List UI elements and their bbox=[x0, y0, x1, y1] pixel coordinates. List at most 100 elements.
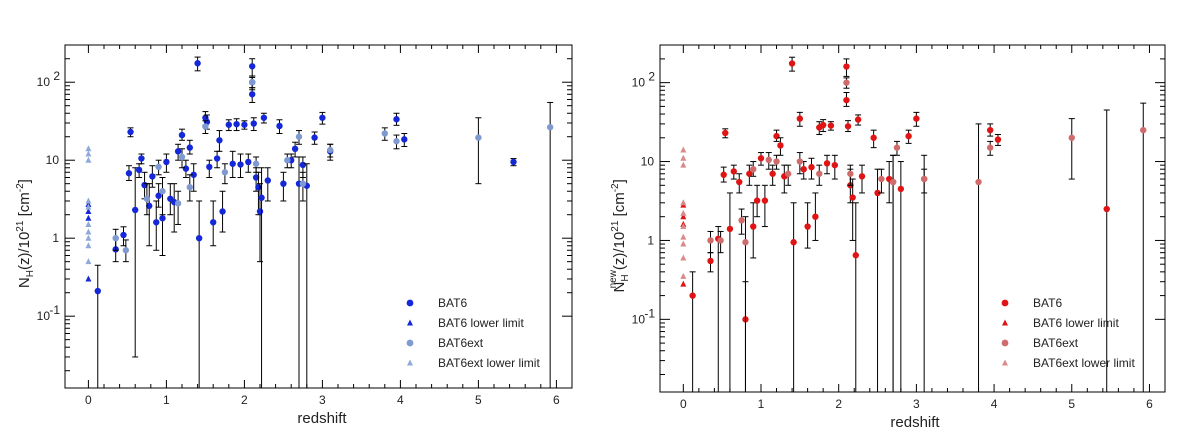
data-point bbox=[311, 134, 318, 141]
data-point bbox=[707, 257, 714, 265]
y-axis-label-part: (z)/10 bbox=[16, 232, 33, 270]
y-axis-label-part: 21 bbox=[610, 220, 621, 232]
plot-frame bbox=[64, 44, 573, 389]
x-tick-label: 1 bbox=[758, 397, 765, 411]
data-point bbox=[295, 133, 303, 140]
y-tick-label: 10 bbox=[632, 76, 646, 90]
y-axis-label-part: [cm bbox=[611, 192, 628, 220]
data-point bbox=[135, 166, 143, 174]
data-point bbox=[174, 200, 182, 207]
data-point bbox=[986, 144, 994, 151]
data-point bbox=[746, 170, 753, 177]
data-point bbox=[291, 145, 299, 153]
data-point bbox=[252, 160, 260, 167]
data-point bbox=[125, 170, 133, 177]
data-point bbox=[1140, 126, 1147, 134]
data-point bbox=[738, 217, 745, 224]
data-point bbox=[707, 237, 714, 244]
data-point bbox=[750, 223, 757, 230]
data-point bbox=[138, 155, 145, 162]
data-point bbox=[229, 160, 236, 167]
data-point bbox=[213, 155, 221, 162]
data-point bbox=[870, 134, 877, 141]
legend-marker bbox=[406, 299, 414, 307]
data-point bbox=[796, 115, 804, 122]
legend-label: BAT6 lower limit bbox=[438, 316, 524, 330]
data-point bbox=[788, 60, 796, 67]
data-point bbox=[393, 138, 400, 145]
data-point bbox=[319, 114, 326, 121]
data-point bbox=[920, 175, 928, 183]
data-point bbox=[717, 237, 724, 244]
legend-label: BAT6 lower limit bbox=[1033, 316, 1119, 330]
x-tick-label: 4 bbox=[991, 397, 998, 411]
data-point bbox=[120, 231, 127, 239]
data-point bbox=[730, 168, 738, 175]
data-point bbox=[878, 175, 885, 183]
data-point bbox=[393, 116, 400, 123]
y-axis-label-part: 21 bbox=[15, 220, 26, 232]
legend-label: BAT6 bbox=[438, 296, 467, 310]
data-point bbox=[808, 163, 815, 171]
data-point bbox=[178, 153, 186, 161]
legend-label: BAT6ext bbox=[438, 336, 484, 350]
data-point bbox=[284, 157, 291, 164]
data-point bbox=[913, 115, 920, 122]
data-point bbox=[831, 161, 839, 169]
y-axis-label-part: new bbox=[608, 269, 619, 288]
y-axis-label-part: N bbox=[16, 277, 33, 288]
data-point bbox=[858, 173, 866, 180]
y-axis-label-part: H bbox=[620, 274, 631, 281]
y-axis-label-part: (z)/10 bbox=[611, 232, 628, 270]
data-point bbox=[905, 132, 912, 140]
data-point bbox=[159, 188, 166, 195]
x-tick-label: 4 bbox=[397, 393, 404, 407]
x-tick-label: 2 bbox=[835, 397, 842, 411]
legend-marker bbox=[1002, 359, 1008, 366]
data-point bbox=[186, 184, 193, 191]
data-point bbox=[252, 174, 260, 181]
data-point bbox=[765, 156, 772, 164]
lower-limit-point bbox=[85, 150, 92, 157]
legend-label: BAT6 bbox=[1033, 296, 1062, 310]
lower-limit-point bbox=[85, 203, 92, 210]
data-point bbox=[186, 144, 193, 151]
lower-limit-point bbox=[85, 228, 92, 235]
data-point bbox=[122, 247, 130, 254]
data-point bbox=[1103, 205, 1110, 213]
data-point bbox=[250, 120, 257, 127]
legend-label: BAT6ext bbox=[1033, 336, 1079, 350]
data-point bbox=[773, 132, 780, 140]
data-point bbox=[258, 194, 265, 201]
y-axis-label-part: ] bbox=[16, 179, 33, 183]
data-point bbox=[94, 287, 101, 295]
data-point bbox=[149, 173, 156, 180]
data-point bbox=[264, 177, 271, 184]
data-point bbox=[190, 171, 197, 178]
y-axis-label: NHnew(z)/1021 [cm-2] bbox=[608, 179, 631, 292]
y-tick-exponent: -1 bbox=[49, 303, 60, 317]
y-axis-label-part: [cm bbox=[16, 192, 33, 220]
data-point bbox=[241, 121, 248, 128]
y-tick-label: 1 bbox=[52, 231, 59, 245]
data-point bbox=[510, 158, 517, 166]
lower-limit-point bbox=[85, 258, 92, 265]
data-point bbox=[790, 239, 797, 246]
legend-marker bbox=[407, 319, 413, 326]
y-tick-label: 10 bbox=[37, 309, 51, 323]
lower-limit-point bbox=[680, 146, 687, 153]
lower-limit-point bbox=[85, 214, 92, 221]
data-point bbox=[852, 252, 859, 259]
data-point bbox=[1068, 134, 1075, 141]
data-point bbox=[245, 158, 252, 166]
data-point bbox=[889, 178, 897, 186]
lower-limit-point bbox=[85, 220, 92, 227]
data-point bbox=[249, 91, 256, 98]
y-axis-label-part: H bbox=[25, 270, 36, 277]
data-point bbox=[546, 123, 554, 131]
data-point bbox=[327, 146, 334, 154]
x-axis-label: redshift bbox=[297, 410, 347, 427]
lower-limit-point bbox=[85, 242, 92, 249]
